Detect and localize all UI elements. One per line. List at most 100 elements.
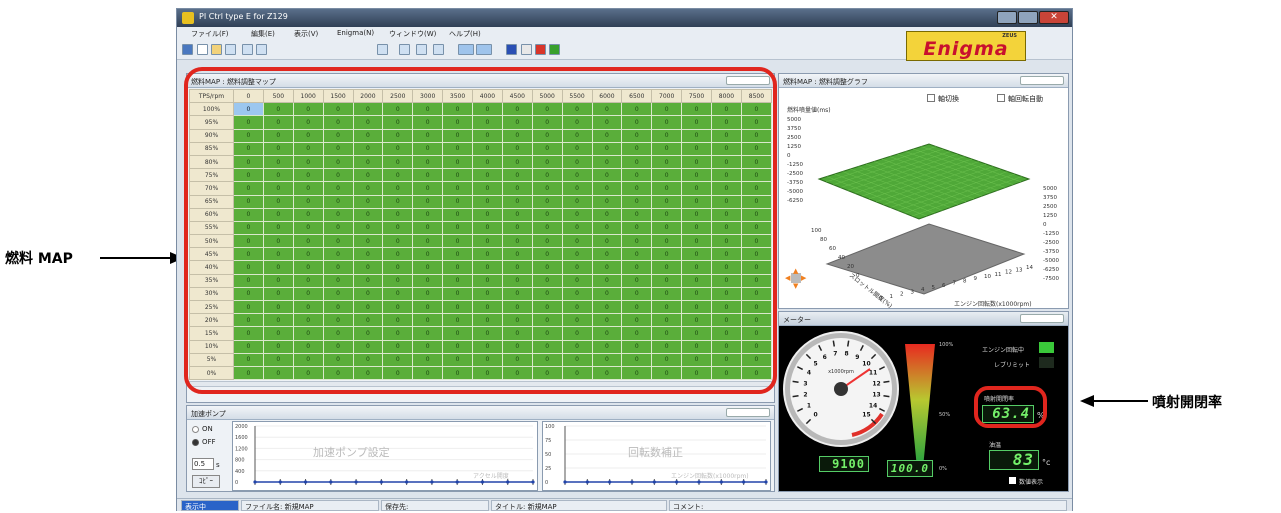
fuel-3d-graph[interactable]: 燃料噴量値(ms)50003750250012500-1250-2500-375… [779,104,1068,308]
grid-cell[interactable]: 0 [591,247,623,262]
grid-cell[interactable]: 0 [740,273,773,288]
grid-cell[interactable]: 0 [322,273,354,288]
grid-cell[interactable]: 0 [681,352,712,367]
grid-cell[interactable]: 0 [442,339,473,354]
grid-cell[interactable]: 0 [621,220,653,236]
menu-edit[interactable]: 編集(E) [251,30,275,38]
grid-cell[interactable]: 0 [412,365,444,381]
grid-cell[interactable]: 0 [292,247,324,262]
grid-cell[interactable]: 0 [651,220,683,236]
grid-cell[interactable]: 0 [531,365,563,381]
grid-cell[interactable]: 0 [651,128,683,143]
grid-cell[interactable]: 0 [681,207,712,222]
grid-cell[interactable]: 0 [322,286,354,302]
grid-cell[interactable]: 0 [651,339,683,354]
grid-cell[interactable]: 0 [531,220,563,236]
grid-cell[interactable]: 0 [382,365,414,381]
menu-file[interactable]: ファイル(F) [191,30,229,38]
grid-cell[interactable]: 0 [740,102,773,117]
grid-cell[interactable]: 0 [292,181,324,196]
grid-cell[interactable]: 0 [472,207,503,222]
grid-cell[interactable]: 0 [262,220,294,236]
pump-time-input[interactable]: 0.5 [192,458,214,470]
grid-cell[interactable]: 0 [472,260,503,275]
grid-cell[interactable]: 0 [233,365,264,381]
grid-cell[interactable]: 0 [322,247,354,262]
grid-cell[interactable]: 0 [262,115,294,130]
grid-cell[interactable]: 0 [681,365,712,381]
grid-cell[interactable]: 0 [322,128,354,143]
grid-cell[interactable]: 0 [591,326,623,341]
grid-cell[interactable]: 0 [262,194,294,209]
grid-cell[interactable]: 0 [233,339,264,354]
save-as-icon[interactable] [225,44,236,55]
maximize-button[interactable] [1018,11,1038,24]
grid-cell[interactable]: 0 [621,260,653,275]
grid-cell[interactable]: 0 [442,220,473,236]
write-icon[interactable] [535,44,546,55]
grid-cell[interactable]: 0 [322,260,354,275]
grid-cell[interactable]: 0 [561,102,593,117]
grid-cell[interactable]: 0 [322,154,354,170]
verify-icon[interactable] [549,44,560,55]
grid-cell[interactable]: 0 [262,365,294,381]
grid-cell[interactable]: 0 [681,102,712,117]
grid-cell[interactable]: 0 [531,115,563,130]
copy-button[interactable]: ｺﾋﾟｰ [192,475,220,488]
grid-cell[interactable]: 0 [382,141,414,156]
grid-cell[interactable]: 0 [233,207,264,222]
grid-cell[interactable]: 0 [740,128,773,143]
grid-cell[interactable]: 0 [591,365,623,381]
grid-cell[interactable]: 0 [621,102,653,117]
grid-cell[interactable]: 0 [352,260,384,275]
grid-cell[interactable]: 0 [531,273,563,288]
grid-cell[interactable]: 0 [531,102,563,117]
grid-cell[interactable]: 0 [740,247,773,262]
calc-icon[interactable] [377,44,388,55]
grid-cell[interactable]: 0 [501,115,533,130]
grid-cell[interactable]: 0 [262,313,294,328]
grid-cell[interactable]: 0 [442,260,473,275]
grid-cell[interactable]: 0 [262,286,294,302]
grid-cell[interactable]: 0 [442,273,473,288]
grid-cell[interactable]: 0 [233,181,264,196]
grid-cell[interactable]: 0 [262,260,294,275]
grid-cell[interactable]: 0 [561,168,593,183]
grid-cell[interactable]: 0 [561,141,593,156]
pump-on-radio[interactable] [192,426,199,433]
grid-cell[interactable]: 0 [412,194,444,209]
grid-cell[interactable]: 0 [322,207,354,222]
grid-cell[interactable]: 0 [472,365,503,381]
grid-cell[interactable]: 0 [561,352,593,367]
grid-cell[interactable]: 0 [382,181,414,196]
graph-add-icon[interactable] [399,44,410,55]
grid-cell[interactable]: 0 [681,220,712,236]
grid-cell[interactable]: 0 [591,181,623,196]
grid-cell[interactable]: 0 [501,234,533,249]
minimize-button[interactable] [997,11,1017,24]
grid-cell[interactable]: 0 [292,168,324,183]
grid-cell[interactable]: 0 [262,128,294,143]
open-folder-icon[interactable] [211,44,222,55]
grid-cell[interactable]: 0 [382,168,414,183]
grid-cell[interactable]: 0 [352,247,384,262]
grid-cell[interactable]: 0 [711,141,742,156]
axis-switch-checkbox[interactable] [927,94,935,102]
grid-cell[interactable]: 0 [412,234,444,249]
read-icon[interactable] [521,44,532,55]
grid-cell[interactable]: 0 [322,352,354,367]
grid-cell[interactable]: 0 [412,115,444,130]
grid-cell[interactable]: 0 [262,102,294,117]
grid-cell[interactable]: 0 [531,286,563,302]
grid-cell[interactable]: 0 [711,168,742,183]
grid-cell[interactable]: 0 [262,141,294,156]
grid-cell[interactable]: 0 [472,299,503,315]
pump-window-buttons[interactable] [726,408,770,417]
grid-cell[interactable]: 0 [382,220,414,236]
grid-cell[interactable]: 0 [412,247,444,262]
grid-cell[interactable]: 0 [561,299,593,315]
grid-cell[interactable]: 0 [501,128,533,143]
grid-cell[interactable]: 0 [621,181,653,196]
grid-cell[interactable]: 0 [681,286,712,302]
fuel-map-grid[interactable]: TPS/rpm 0 500 1000 1500 2000 2500 3000 3500 4000 4… [189,88,773,381]
